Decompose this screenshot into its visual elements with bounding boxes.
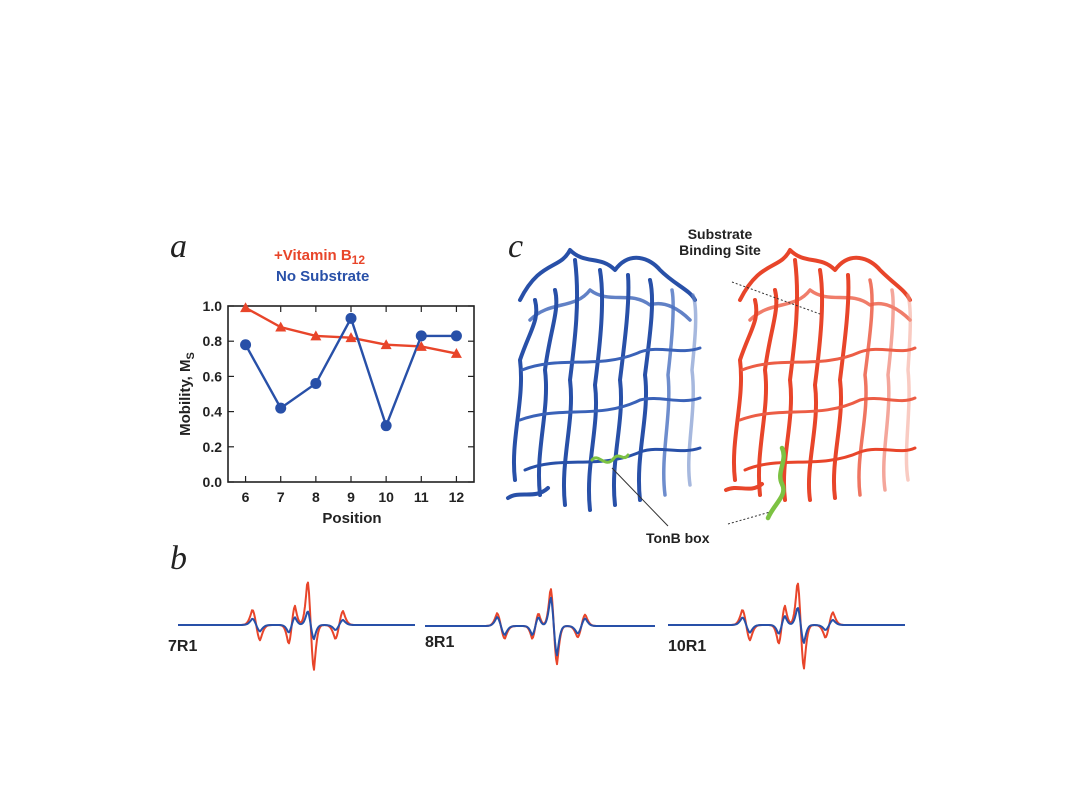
y-axis-label-main: Mobility, M [177, 359, 194, 435]
data-point [415, 330, 427, 342]
legend-vitamin: +Vitamin B12 [274, 247, 365, 267]
protein-structure-b12-bound [724, 248, 917, 521]
data-point [345, 312, 357, 324]
spectrum-label-10r1: 10R1 [668, 638, 707, 655]
data-point [275, 321, 287, 332]
y-tick-label: 1.0 [203, 298, 223, 314]
tonb-callout-bound [727, 511, 771, 525]
y-ticks: 0.0 0.2 0.4 0.6 0.8 1.0 [203, 298, 474, 490]
series-markers [240, 302, 462, 432]
x-tick-label: 10 [378, 489, 394, 505]
spectrum-label-7r1: 7R1 [168, 638, 198, 655]
x-ticks: 6 7 8 9 10 11 12 [242, 306, 465, 505]
x-axis-label: Position [322, 510, 381, 527]
panel-c-letter: c [508, 228, 524, 265]
legend-no-substrate: No Substrate [276, 268, 370, 285]
epr-spectra [178, 581, 905, 671]
data-point [415, 340, 427, 351]
data-point [450, 330, 462, 342]
spectrum-apo-1 [425, 596, 655, 657]
spectrum-apo-2 [668, 607, 905, 644]
y-tick-label: 0.2 [203, 439, 223, 455]
tonb-callout-apo [611, 467, 669, 527]
protein-structure-apo [506, 248, 702, 512]
data-point [380, 339, 392, 350]
data-point [240, 302, 252, 313]
spectrum-label-8r1: 8R1 [425, 634, 455, 651]
data-point [310, 377, 322, 389]
legend-vitamin-label: +Vitamin B [274, 247, 352, 264]
y-tick-label: 0.6 [203, 368, 223, 384]
substrate-site-line2: Binding Site [679, 242, 761, 258]
x-tick-label: 12 [449, 489, 465, 505]
data-point [240, 339, 252, 351]
substrate-site-label: Substrate Binding Site [660, 226, 780, 258]
y-tick-label: 0.4 [203, 404, 223, 420]
y-tick-label: 0.0 [203, 474, 223, 490]
x-tick-label: 8 [312, 489, 320, 505]
y-tick-label: 0.8 [203, 333, 223, 349]
panel-a-letter: a [170, 228, 187, 265]
substrate-site-line1: Substrate [687, 226, 753, 242]
x-tick-label: 11 [414, 489, 429, 505]
tonb-box-apo [590, 453, 630, 464]
mobility-chart: 0.0 0.2 0.4 0.6 0.8 1.0 6 7 8 9 10 11 12 Position M… [177, 298, 475, 527]
tonb-box-label: TonB box [646, 530, 710, 546]
data-point [275, 402, 287, 414]
tonb-box-bound [765, 445, 786, 521]
x-tick-label: 6 [242, 489, 250, 505]
data-point [450, 348, 462, 358]
y-axis-label-subscript: S [185, 352, 197, 359]
data-point [380, 420, 392, 432]
panel-b-letter: b [170, 540, 187, 577]
data-point [345, 332, 357, 343]
spectrum-b12-0 [178, 581, 415, 671]
legend-vitamin-subscript: 12 [351, 253, 366, 267]
data-point [310, 330, 322, 341]
y-axis-label: Mobility, MS [177, 352, 197, 436]
x-tick-label: 7 [277, 489, 285, 505]
x-tick-label: 9 [347, 489, 355, 505]
spectrum-apo-0 [178, 610, 415, 641]
